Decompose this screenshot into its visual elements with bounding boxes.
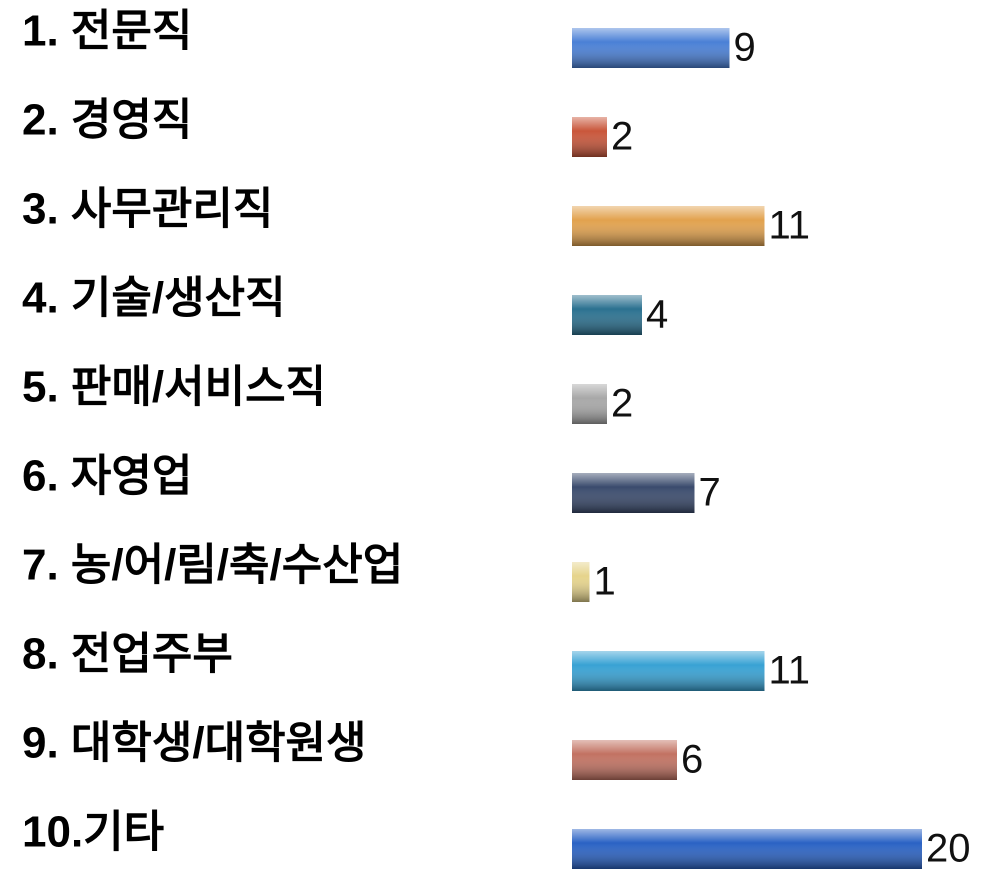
bar-shade [572,206,765,246]
category-label: 4. 기술/생산직 [22,274,286,323]
value-label: 11 [769,204,811,248]
value-label: 4 [646,293,668,337]
category-label: 5. 판매/서비스직 [22,363,326,412]
category-label: 8. 전업주부 [22,630,233,679]
bar-shade [572,473,695,513]
bar-shade [572,28,730,68]
bar-shade [572,740,677,780]
value-label: 7 [699,471,721,515]
category-label: 7. 농/어/림/축/수산업 [22,541,403,590]
category-label: 1. 전문직 [22,7,192,56]
bar-shade [572,562,590,602]
value-label: 20 [926,827,971,871]
category-label: 10.기타 [22,808,164,857]
bar-shade [572,651,765,691]
bar-shade [572,117,607,157]
bar-shade [572,384,607,424]
category-label: 3. 사무관리직 [22,185,273,234]
value-label: 2 [611,115,633,159]
category-label: 6. 자영업 [22,452,192,501]
category-label: 9. 대학생/대학원생 [22,719,367,768]
value-label: 9 [734,26,756,70]
value-label: 6 [681,738,703,782]
value-label: 2 [611,382,633,426]
category-label: 2. 경영직 [22,96,192,145]
value-label: 11 [769,649,811,693]
bar-shade [572,295,642,335]
value-label: 1 [594,560,616,604]
bar-shade [572,829,922,869]
